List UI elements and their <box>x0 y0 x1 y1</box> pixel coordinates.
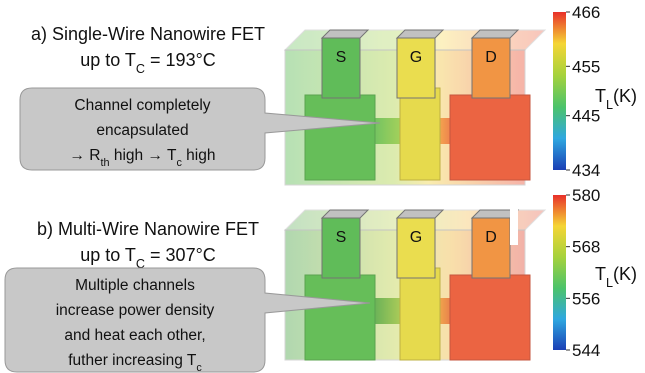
colorbar-label: TL(K) <box>595 264 637 290</box>
colorbar-tick-label: 580 <box>572 186 600 205</box>
text-segment: increase power density <box>56 302 215 319</box>
text-segment: Channel completely <box>74 97 210 114</box>
text-segment: C <box>136 62 145 76</box>
gate-block <box>400 268 440 360</box>
terminal-pillar <box>322 38 360 98</box>
terminal-pillar <box>322 218 360 278</box>
terminal-label: G <box>410 49 422 66</box>
panel-title: up to TC = 307°C <box>80 245 216 271</box>
colorbar-tick-label: 445 <box>572 107 600 126</box>
text-segment: L <box>606 276 613 290</box>
colorbar-tick-label: 455 <box>572 57 600 76</box>
text-segment: high → T <box>110 147 177 164</box>
text-segment: → R <box>69 147 100 164</box>
terminal-top <box>472 30 518 38</box>
terminal-pillar <box>472 38 510 98</box>
colorbar-tick-label: 544 <box>572 341 600 360</box>
callout-text: and heat each other, <box>64 327 205 344</box>
terminal-pillar <box>472 218 510 278</box>
terminal-top <box>397 30 443 38</box>
terminal-label: S <box>336 49 347 66</box>
drain-block <box>450 95 530 180</box>
text-segment: T <box>595 264 606 284</box>
text-segment: L <box>606 98 613 112</box>
text-segment: c <box>196 362 202 373</box>
text-segment: Multiple channels <box>75 277 195 294</box>
gate-block <box>400 88 440 180</box>
callout-text: encapsulated <box>96 122 188 139</box>
source-block <box>305 95 375 180</box>
terminal-label: D <box>485 229 497 246</box>
colorbar-label: TL(K) <box>595 86 637 112</box>
terminal-label: D <box>485 49 497 66</box>
text-segment: encapsulated <box>96 122 188 139</box>
text-segment: th <box>100 157 109 169</box>
text-segment: up to T <box>80 50 136 70</box>
terminal-top <box>322 210 368 218</box>
text-segment: (K) <box>613 86 637 106</box>
colorbar-tick-label: 466 <box>572 3 600 22</box>
colorbar <box>553 12 566 170</box>
terminal-label: S <box>336 229 347 246</box>
source-block <box>305 275 375 360</box>
text-segment: and heat each other, <box>64 327 205 344</box>
text-segment: high <box>182 147 216 164</box>
terminal-top <box>397 210 443 218</box>
text-segment: a) Single-Wire Nanowire FET <box>31 24 265 44</box>
blank-strip <box>510 190 518 245</box>
figure: SGDa) Single-Wire Nanowire FETup to TC =… <box>0 0 645 373</box>
text-segment: = 193°C <box>145 50 216 70</box>
text-segment: up to T <box>80 245 136 265</box>
panel-title: b) Multi-Wire Nanowire FET <box>37 219 259 239</box>
callout-text: Multiple channels <box>75 277 195 294</box>
colorbar <box>553 195 566 350</box>
text-segment: b) Multi-Wire Nanowire FET <box>37 219 259 239</box>
terminal-top <box>322 30 368 38</box>
text-segment: = 307°C <box>145 245 216 265</box>
terminal-label: G <box>410 229 422 246</box>
terminal-pillar <box>397 38 435 98</box>
terminal-pillar <box>397 218 435 278</box>
panel-title: up to TC = 193°C <box>80 50 216 76</box>
callout-text: Channel completely <box>74 97 210 114</box>
text-segment: futher increasing T <box>68 352 197 369</box>
colorbar-tick-label: 434 <box>572 161 600 180</box>
colorbar-tick-label: 568 <box>572 238 600 257</box>
panel-title: a) Single-Wire Nanowire FET <box>31 24 265 44</box>
drain-block <box>450 275 530 360</box>
text-segment: T <box>595 86 606 106</box>
colorbar-tick-label: 556 <box>572 289 600 308</box>
callout-text: increase power density <box>56 302 215 319</box>
text-segment: (K) <box>613 264 637 284</box>
